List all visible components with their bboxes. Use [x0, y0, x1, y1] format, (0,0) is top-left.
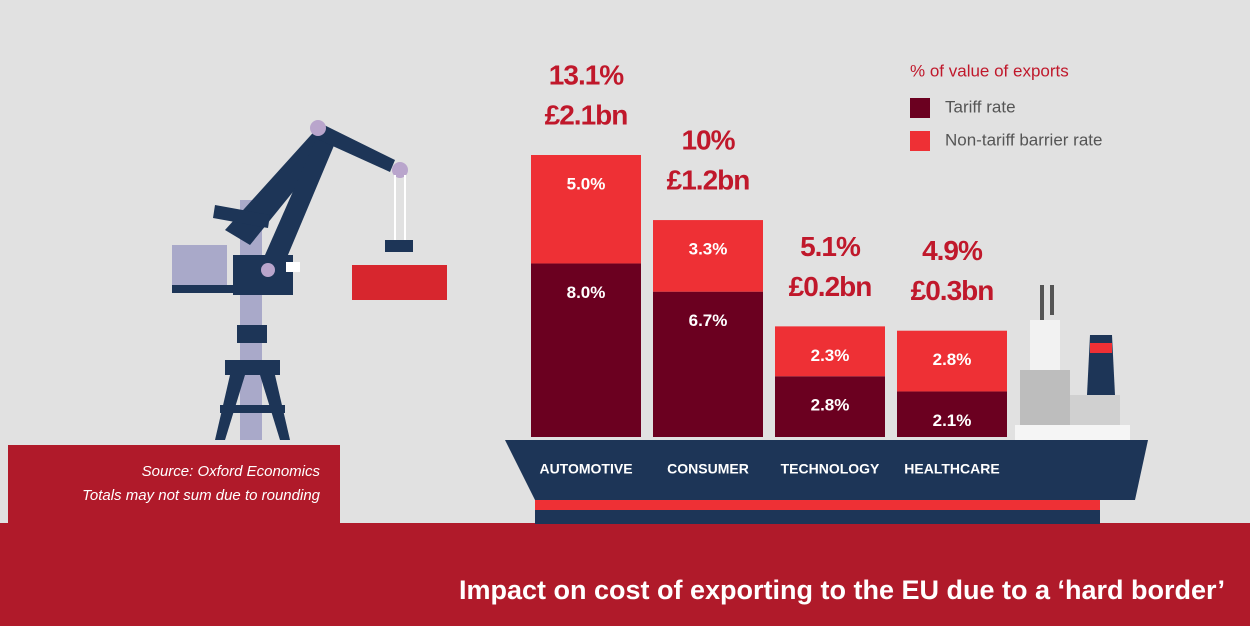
source-note: Source: Oxford Economics	[142, 463, 321, 480]
category-label: CONSUMER	[667, 461, 749, 477]
category-label: AUTOMOTIVE	[539, 461, 632, 477]
value-label: 2.8%	[811, 396, 850, 415]
note-panel	[8, 445, 340, 525]
page: {"chart_data": {"type": "bar", "stacked"…	[0, 0, 1250, 626]
total-label: 4.9%	[922, 235, 983, 266]
legend-swatch	[910, 98, 930, 118]
value-label: 2.8%	[933, 350, 972, 369]
value-label: 2.3%	[811, 346, 850, 365]
total-label: 5.1%	[800, 231, 861, 262]
category-label: TECHNOLOGY	[781, 461, 880, 477]
value-label: 6.7%	[689, 311, 728, 330]
value-label: 2.1%	[933, 411, 972, 430]
total-label: 10%	[681, 124, 735, 155]
value-label: 5.0%	[567, 174, 606, 193]
category-label: HEALTHCARE	[904, 461, 999, 477]
legend-label: Tariff rate	[945, 97, 1016, 116]
legend-label: Non-tariff barrier rate	[945, 130, 1102, 149]
cost-label: £0.2bn	[789, 271, 872, 302]
rounding-note: Totals may not sum due to rounding	[82, 487, 321, 504]
chart-title: Impact on cost of exporting to the EU du…	[459, 575, 1225, 605]
cost-label: £1.2bn	[667, 164, 750, 195]
legend-swatch	[910, 131, 930, 151]
legend-title: % of value of exports	[910, 61, 1069, 80]
chart: Source: Oxford Economics Totals may not …	[0, 0, 1250, 626]
total-label: 13.1%	[549, 59, 624, 90]
value-label: 8.0%	[567, 283, 606, 302]
cost-label: £0.3bn	[911, 275, 994, 306]
bar-segment	[531, 155, 641, 263]
value-label: 3.3%	[689, 240, 728, 259]
cost-label: £2.1bn	[545, 99, 628, 130]
